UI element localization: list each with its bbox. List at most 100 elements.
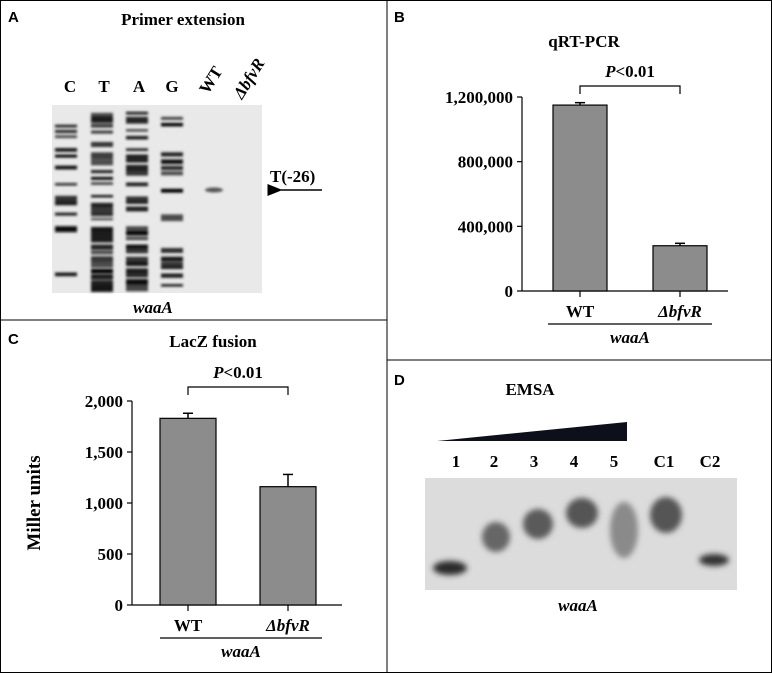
lane-label-t: T	[98, 77, 110, 96]
sequencing-lane-labels: C T A G	[64, 77, 179, 96]
gel-band-lane-c	[55, 124, 77, 128]
y-tick-label: 800,000	[458, 153, 513, 172]
panel-b: B qRT-PCR 0 400,000 800,000 1,200,000 WT Δbfv…	[394, 9, 728, 347]
gel-band-lane-a	[126, 206, 148, 212]
shifted-band-5	[610, 502, 638, 558]
gel-band-lane-a	[126, 273, 148, 278]
panel-a-gene-label: waaA	[133, 298, 173, 317]
gel-band-lane-c	[55, 201, 77, 206]
panel-d-title: EMSA	[505, 380, 555, 399]
gel-band-lane-a	[126, 148, 148, 151]
y-tick-label: 1,200,000	[445, 88, 513, 107]
x-axis-gene-label: waaA	[221, 642, 261, 661]
gel-band-lane-t	[91, 152, 113, 160]
gel-band-lane-a	[126, 248, 148, 254]
gel-band-lane-g	[161, 188, 183, 193]
gel-band-lane-t	[91, 159, 113, 166]
panel-c-title: LacZ fusion	[169, 332, 257, 351]
panel-a-title: Primer extension	[121, 10, 245, 29]
shifted-band-3	[523, 509, 553, 539]
panel-a-letter: A	[8, 9, 19, 26]
extension-product-band	[205, 187, 223, 193]
gel-band-lane-a	[126, 111, 148, 115]
arrow-label-t-26: T(-26)	[270, 167, 315, 186]
gel-band-lane-t	[91, 206, 113, 214]
gel-band-lane-a	[126, 278, 148, 286]
gel-band-lane-t	[91, 256, 113, 263]
panel-d: D EMSA 1 2 3 4 5 C1 C2 waaA	[394, 372, 737, 615]
gel-band-lane-t	[91, 231, 113, 238]
gel-band-lane-g	[161, 284, 183, 287]
gel-band-lane-c	[55, 272, 77, 277]
gel-band-lane-t	[91, 202, 113, 209]
gel-band-lane-t	[91, 268, 113, 274]
gel-band-lane-t	[91, 141, 113, 147]
y-tick-label: 2,000	[85, 392, 123, 411]
y-tick-label: 1,000	[85, 494, 123, 513]
gel-band-lane-a	[126, 196, 148, 204]
gel-band-lane-g	[161, 256, 183, 262]
gel-band-lane-a	[126, 230, 148, 236]
panel-a: A Primer extension C T A G WT ΔbfvR T(-2…	[8, 9, 322, 317]
bar	[159, 417, 217, 606]
gel-band-lane-t	[91, 112, 113, 117]
gel-band-lane-c	[55, 154, 77, 158]
emsa-lane-c2: C2	[700, 452, 721, 471]
gel-band-lane-a	[126, 171, 148, 176]
gel-band-lane-t	[91, 170, 113, 174]
gel-band-lane-g	[161, 159, 183, 165]
gel-band-lane-t	[91, 280, 113, 286]
panel-d-gene-label: waaA	[558, 596, 598, 615]
gel-band-lane-t	[91, 218, 113, 221]
gel-band-lane-t	[91, 250, 113, 255]
gel-bands	[55, 111, 183, 292]
y-tick-label: 0	[505, 282, 514, 301]
gel-band-lane-t	[91, 244, 113, 250]
gel-band-lane-t	[91, 212, 113, 217]
shifted-band-2	[482, 522, 510, 552]
panel-b-letter: B	[394, 9, 405, 26]
y-tick-label: 0	[115, 596, 124, 615]
lane-label-dbfvr: ΔbfvR	[229, 55, 269, 103]
gel-band-lane-g	[161, 214, 183, 222]
shifted-band-c1	[650, 497, 682, 533]
gel-band-lane-a	[126, 136, 148, 140]
gel-band-lane-g	[161, 152, 183, 157]
gel-band-lane-a	[126, 154, 148, 160]
gel-band-lane-g	[161, 273, 183, 278]
gel-band-lane-g	[161, 171, 183, 176]
gel-band-lane-a	[126, 256, 148, 262]
gel-band-lane-a	[126, 261, 148, 267]
x-tick-label: ΔbfvR	[265, 616, 310, 635]
emsa-lane-4: 4	[570, 452, 579, 471]
gel-band-lane-c	[55, 148, 77, 152]
gel-band-lane-t	[91, 182, 113, 185]
x-tick-label: WT	[174, 616, 203, 635]
significance-bracket	[579, 85, 681, 94]
gel-band-lane-g	[161, 116, 183, 120]
gel-band-lane-a	[126, 226, 148, 231]
gel-band-lane-c	[55, 195, 77, 203]
emsa-lane-2: 2	[490, 452, 499, 471]
gel-band-lane-t	[91, 285, 113, 292]
y-tick-label: 400,000	[458, 217, 513, 236]
gel-band-lane-g	[161, 266, 183, 269]
gel-band-lane-c	[55, 226, 77, 233]
lane-label-c: C	[64, 77, 76, 96]
free-probe-band-c2	[699, 554, 729, 566]
gel-band-lane-t	[91, 274, 113, 280]
lane-label-a: A	[133, 77, 146, 96]
bar	[552, 104, 608, 292]
gel-band-lane-t	[91, 195, 113, 198]
gel-band-lane-t	[91, 261, 113, 268]
gel-band-lane-c	[55, 135, 77, 139]
gel-band-lane-a	[126, 129, 148, 132]
gel-band-lane-a	[126, 236, 148, 241]
panel-c-letter: C	[8, 331, 19, 348]
x-axis-gene-label: waaA	[610, 328, 650, 347]
gel-band-lane-a	[126, 116, 148, 124]
gel-band-lane-t	[91, 116, 113, 123]
gel-band-lane-t	[91, 226, 113, 232]
y-tick-label: 500	[98, 545, 124, 564]
